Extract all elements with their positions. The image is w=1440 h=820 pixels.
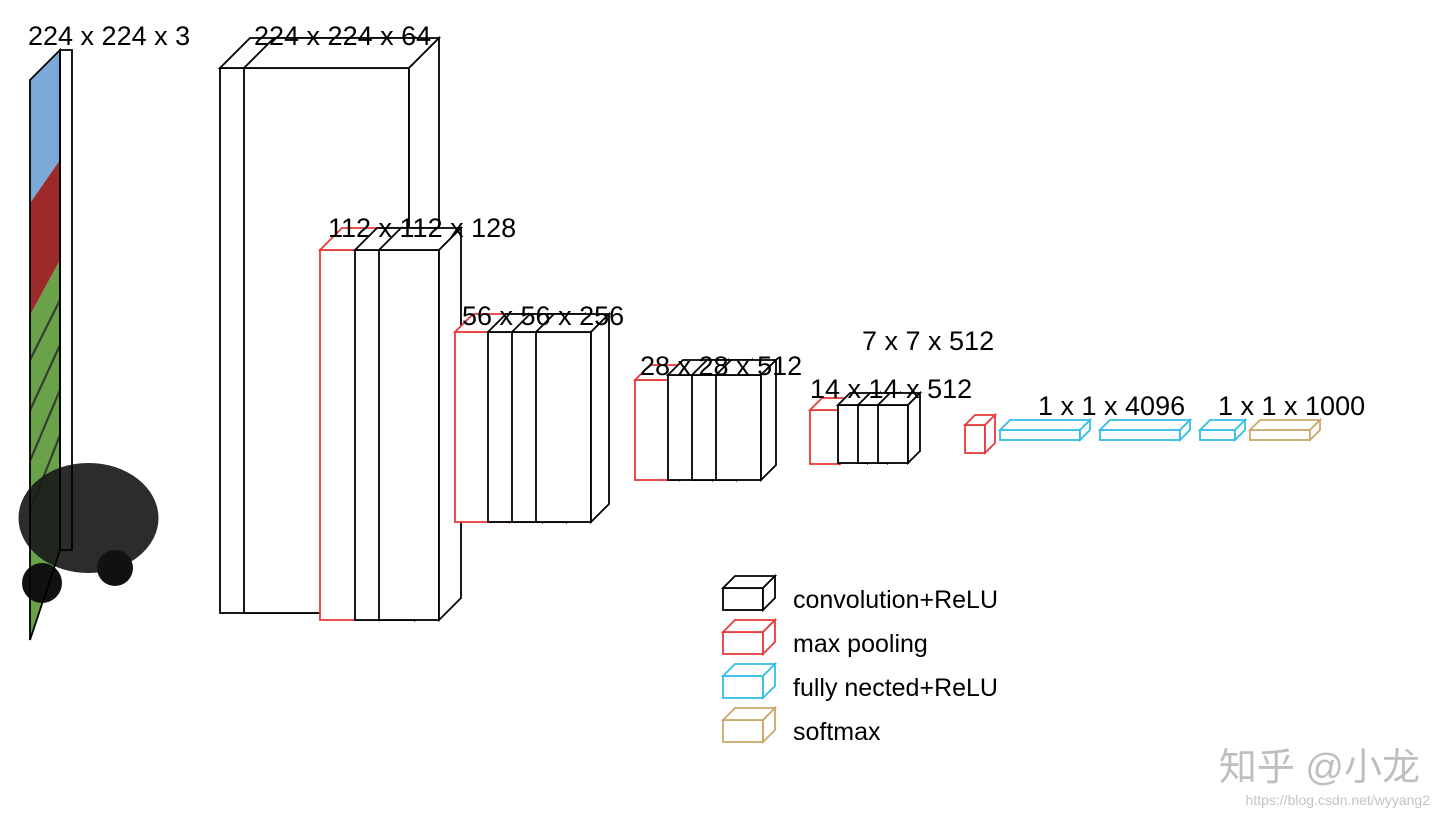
block-group [1100, 420, 1190, 440]
dim-label: 1 x 1 x 1000 [1218, 391, 1365, 421]
dim-label: 224 x 224 x 64 [254, 21, 431, 51]
dim-label: 112 x 112 x 128 [328, 213, 516, 243]
legend-label: convolution+ReLU [793, 586, 998, 614]
block-group [1250, 420, 1320, 440]
legend-label: fully nected+ReLU [793, 674, 998, 702]
legend-label: max pooling [793, 630, 928, 658]
dim-label: 14 x 14 x 512 [810, 374, 972, 404]
block-group [355, 228, 461, 620]
dim-label: 1 x 1 x 4096 [1038, 391, 1185, 421]
legend: convolution+ReLU max pooling fully nected+… [723, 576, 998, 746]
dim-label: 224 x 224 x 3 [28, 21, 190, 51]
block-group [1000, 420, 1090, 440]
block-group [488, 314, 609, 522]
watermark-main: 知乎 @小龙 [1219, 747, 1420, 789]
layer-blocks [220, 38, 1320, 620]
input-image [19, 50, 159, 640]
block-group [965, 415, 995, 453]
dim-label: 28 x 28 x 512 [640, 351, 802, 381]
dim-label: 56 x 56 x 256 [462, 301, 624, 331]
dim-label: 7 x 7 x 512 [862, 326, 994, 356]
legend-label: softmax [793, 718, 881, 746]
watermark-sub: https://blog.csdn.net/wyyang2 [1246, 792, 1431, 808]
block-group [1200, 420, 1245, 440]
